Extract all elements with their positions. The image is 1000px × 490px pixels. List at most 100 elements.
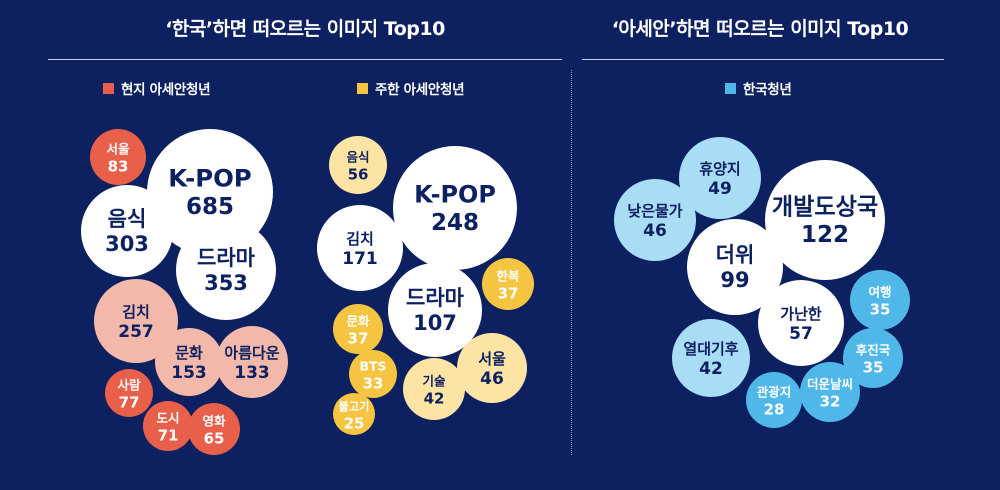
legend-korean: 한국청년 <box>725 78 792 98</box>
legend-korean-label: 한국청년 <box>743 82 792 98</box>
bubble-circle <box>457 333 527 403</box>
bubble-label: 문화 <box>346 313 370 328</box>
bubble-label: 아름다운 <box>224 344 279 362</box>
bubble-circle <box>155 328 223 396</box>
bubble-label: 김치 <box>346 230 374 248</box>
legend-local-swatch <box>103 82 114 94</box>
left-title: ‘한국’하면 떠오르는 이미지 Top10 <box>165 18 445 40</box>
bubble-circle <box>105 369 153 417</box>
bubble-circle <box>758 280 844 366</box>
bubble-value: 56 <box>348 165 369 183</box>
legend-resident: 주한 아세안청년 <box>357 78 465 98</box>
legend-korean-swatch <box>725 82 736 94</box>
bubble-label: 음식 <box>346 149 369 164</box>
bubble-circle <box>687 219 783 315</box>
legend-resident-swatch <box>357 82 368 94</box>
bubble-circle <box>176 220 276 320</box>
bubble-value: 33 <box>363 374 384 392</box>
bubble-circle <box>388 263 482 357</box>
bubble-circle <box>81 185 173 277</box>
bubble-label: 김치 <box>122 303 150 321</box>
bubble-circle <box>90 129 146 185</box>
bubble-label: 드라마 <box>197 246 256 270</box>
bubble-value: 46 <box>643 221 667 241</box>
bubble-value: 46 <box>480 369 504 389</box>
bubble-label: K-POP <box>414 180 496 208</box>
left-title-rule <box>48 59 562 60</box>
panel-divider <box>571 70 572 455</box>
bubble-label: 낮은물가 <box>627 202 682 220</box>
bubble-label: 서울 <box>106 141 130 156</box>
bubble-circle <box>143 401 193 451</box>
bubble-value: 99 <box>720 268 749 292</box>
bubble-label: 관광지 <box>757 384 792 399</box>
bubble-label: 문화 <box>175 344 203 362</box>
bubble-circle <box>333 304 383 354</box>
bubble-value: 107 <box>413 311 457 335</box>
bubble-value: 83 <box>108 157 129 175</box>
bubble-circle <box>800 362 860 422</box>
bubble-value: 77 <box>119 393 140 411</box>
bubble-label: BTS <box>359 358 386 373</box>
bubble-value: 353 <box>204 271 248 295</box>
bubble-label: 열대기후 <box>683 340 738 358</box>
bubble-circle <box>349 350 397 398</box>
bubble-value: 57 <box>789 324 813 344</box>
bubble-value: 28 <box>764 400 785 418</box>
bubble-value: 248 <box>431 210 479 236</box>
bubble-label: 더운날씨 <box>807 376 853 391</box>
bubble-circle <box>94 279 178 363</box>
bubble-value: 257 <box>118 322 154 342</box>
bubble-circle <box>679 137 761 219</box>
bubble-value: 65 <box>204 429 225 447</box>
bubble-value: 37 <box>348 329 369 347</box>
bubble-circle <box>672 319 750 397</box>
bubble-label: 도시 <box>156 410 179 425</box>
bubble-value: 32 <box>820 392 841 410</box>
bubble-circle <box>765 160 885 280</box>
bubble-circle <box>329 136 387 194</box>
bubble-value: 35 <box>870 300 891 318</box>
bubble-value: 122 <box>801 222 849 248</box>
legend-local: 현지 아세안청년 <box>103 78 211 98</box>
bubble-label: 후진국 <box>856 342 891 357</box>
bubble-value: 71 <box>158 426 179 444</box>
bubble-label: 한복 <box>496 268 520 283</box>
bubble-label: 가난한 <box>780 305 822 323</box>
right-title: ‘아세안’하면 떠오르는 이미지 Top10 <box>611 18 909 40</box>
bubble-value: 35 <box>863 358 884 376</box>
bubble-value: 49 <box>708 179 732 199</box>
bubble-circle <box>317 205 403 291</box>
bubble-label: 휴양지 <box>699 160 740 178</box>
legend-local-label: 현지 아세안청년 <box>121 82 211 98</box>
right-title-rule <box>582 59 944 60</box>
bubble-value: 171 <box>342 249 378 269</box>
bubble-label: 기술 <box>422 373 446 388</box>
legend-resident-label: 주한 아세안청년 <box>375 82 465 98</box>
